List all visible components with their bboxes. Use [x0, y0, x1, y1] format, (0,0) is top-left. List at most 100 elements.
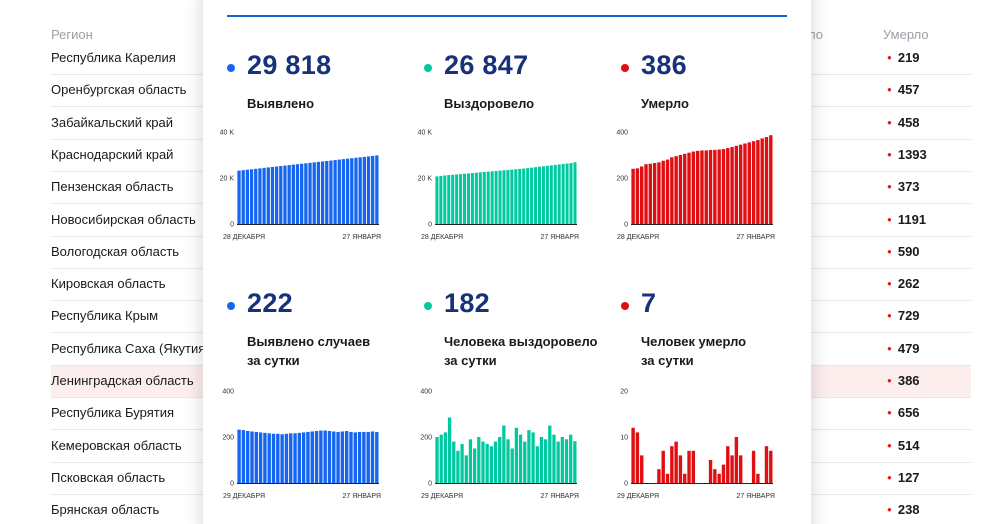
chart-bar[interactable] — [284, 433, 289, 483]
table-row[interactable]: Брянская область 238 — [51, 495, 971, 524]
chart-bar[interactable] — [254, 168, 258, 224]
chart-bar[interactable] — [466, 173, 470, 224]
chart-bar[interactable] — [289, 433, 293, 483]
chart-bar[interactable] — [695, 150, 700, 224]
chart-bar[interactable] — [756, 140, 760, 224]
chart-bar[interactable] — [635, 432, 640, 483]
chart-bar[interactable] — [435, 176, 439, 224]
chart-bar[interactable] — [263, 432, 267, 483]
chart-bar[interactable] — [300, 163, 304, 224]
chart-bar[interactable] — [713, 149, 717, 224]
chart-bar[interactable] — [297, 432, 302, 483]
chart-bar[interactable] — [769, 450, 773, 483]
chart-bar[interactable] — [514, 169, 518, 224]
chart-bar[interactable] — [506, 439, 510, 483]
chart-bar[interactable] — [250, 431, 254, 483]
chart-bar[interactable] — [320, 161, 325, 224]
chart-bar[interactable] — [734, 145, 739, 224]
chart-bar[interactable] — [721, 149, 726, 224]
chart-bar[interactable] — [293, 433, 297, 483]
chart-bar[interactable] — [514, 427, 519, 483]
chart-bar[interactable] — [472, 448, 477, 484]
chart-bar[interactable] — [366, 431, 370, 483]
column-header-partial[interactable]: ло — [808, 27, 823, 42]
chart-bar[interactable] — [270, 166, 275, 224]
chart-bar[interactable] — [451, 174, 455, 224]
chart-bar[interactable] — [280, 434, 284, 483]
chart-bar[interactable] — [678, 155, 683, 224]
chart-bar[interactable] — [319, 430, 323, 483]
chart-bar[interactable] — [477, 437, 481, 483]
chart-bar[interactable] — [254, 431, 259, 483]
chart-bar[interactable] — [530, 167, 534, 224]
chart-bar[interactable] — [704, 150, 708, 224]
chart-bar[interactable] — [362, 431, 366, 483]
chart-bar[interactable] — [539, 437, 544, 483]
chart-bar[interactable] — [301, 432, 306, 483]
chart-bar[interactable] — [279, 166, 283, 224]
chart-bar[interactable] — [518, 168, 522, 224]
chart-bar[interactable] — [241, 430, 246, 483]
chart-bar[interactable] — [358, 157, 362, 224]
chart-bar[interactable] — [283, 165, 287, 224]
chart-bar[interactable] — [485, 443, 489, 483]
chart-bar[interactable] — [306, 431, 310, 483]
chart-bar[interactable] — [631, 168, 635, 224]
chart-bar[interactable] — [308, 162, 312, 224]
chart-bar[interactable] — [751, 450, 756, 483]
chart-bar[interactable] — [325, 160, 329, 224]
chart-bar[interactable] — [333, 160, 337, 224]
chart-bar[interactable] — [670, 446, 674, 483]
chart-bar[interactable] — [493, 441, 498, 483]
chart-bar[interactable] — [456, 450, 460, 483]
chart-bar[interactable] — [726, 446, 730, 483]
chart-bar[interactable] — [543, 439, 548, 483]
chart-bar[interactable] — [494, 170, 498, 224]
chart-bar[interactable] — [751, 141, 756, 224]
chart-bar[interactable] — [734, 437, 739, 483]
chart-bar[interactable] — [304, 163, 308, 224]
chart-bar[interactable] — [556, 441, 560, 483]
chart-bar[interactable] — [241, 170, 245, 224]
chart-bar[interactable] — [661, 160, 665, 224]
chart-bar[interactable] — [439, 434, 443, 483]
chart-bar[interactable] — [371, 155, 375, 224]
chart-bar[interactable] — [287, 165, 291, 224]
chart-bar[interactable] — [344, 431, 349, 483]
chart-bar[interactable] — [327, 431, 332, 483]
chart-bar[interactable] — [506, 169, 510, 224]
chart-bar[interactable] — [463, 173, 467, 224]
chart-bar[interactable] — [510, 448, 514, 484]
chart-bar[interactable] — [527, 430, 531, 483]
chart-bar[interactable] — [237, 170, 241, 224]
chart-bar[interactable] — [569, 163, 573, 224]
chart-bar[interactable] — [560, 437, 564, 483]
chart-bar[interactable] — [291, 164, 295, 224]
chart-bar[interactable] — [486, 171, 490, 224]
chart-bar[interactable] — [535, 446, 539, 483]
chart-bar[interactable] — [345, 158, 350, 224]
chart-bar[interactable] — [631, 427, 635, 483]
chart-bar[interactable] — [350, 158, 354, 224]
chart-bar[interactable] — [498, 437, 502, 483]
chart-bar[interactable] — [237, 429, 241, 483]
chart-bar[interactable] — [640, 166, 644, 225]
chart-bar[interactable] — [553, 164, 557, 224]
chart-bar[interactable] — [687, 152, 691, 224]
chart-bar[interactable] — [341, 159, 346, 224]
chart-bar[interactable] — [362, 156, 366, 224]
chart-bar[interactable] — [443, 175, 447, 224]
chart-bar[interactable] — [502, 170, 506, 224]
chart-bar[interactable] — [764, 137, 769, 224]
chart-bar[interactable] — [565, 163, 569, 224]
chart-bar[interactable] — [329, 160, 333, 224]
chart-bar[interactable] — [245, 169, 250, 224]
chart-bar[interactable] — [267, 433, 271, 483]
chart-bar[interactable] — [439, 175, 443, 224]
chart-bar[interactable] — [482, 172, 486, 224]
chart-bar[interactable] — [258, 168, 262, 224]
chart-bar[interactable] — [498, 170, 502, 224]
chart-bar[interactable] — [353, 432, 357, 483]
chart-bar[interactable] — [569, 434, 573, 483]
chart-bar[interactable] — [357, 431, 362, 483]
